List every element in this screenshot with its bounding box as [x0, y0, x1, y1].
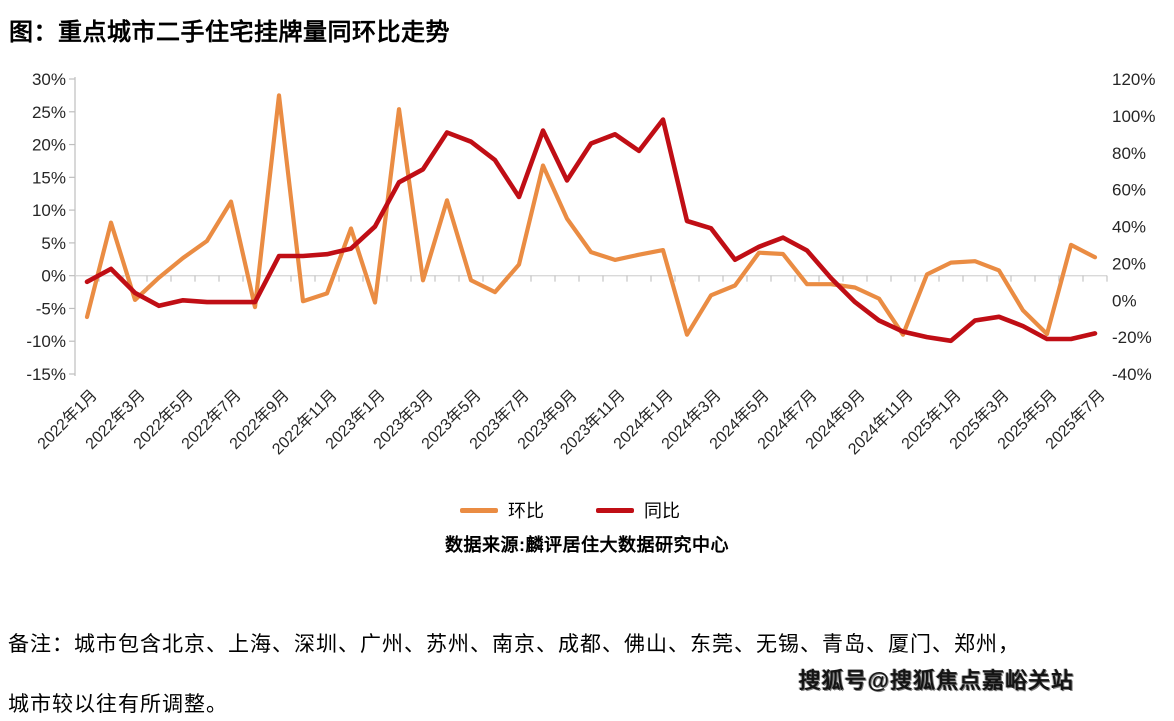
left-axis-label: -10%: [26, 332, 66, 351]
right-axis-label: -20%: [1112, 328, 1152, 347]
footnote-line-2: 城市较以往有所调整。: [8, 692, 228, 716]
mom-line-swatch-icon: [460, 507, 498, 513]
left-axis-label: 25%: [32, 103, 66, 122]
footnote-line-1: 备注：城市包含北京、上海、深圳、广州、苏州、南京、成都、佛山、东莞、无锡、青岛、…: [8, 632, 1020, 656]
data-source-caption: 数据来源:麟评居住大数据研究中心: [445, 535, 729, 555]
left-axis-label: 0%: [41, 267, 66, 286]
right-axis-label: -40%: [1112, 365, 1152, 384]
chart-legend: 环比 同比: [0, 497, 1140, 523]
chart-title: 图：重点城市二手住宅挂牌量同环比走势: [9, 19, 450, 46]
left-axis-label: 15%: [32, 168, 66, 187]
left-axis-label: -15%: [26, 365, 66, 384]
yoy-line-swatch-icon: [596, 507, 634, 513]
yoy-series-line: [84, 117, 1098, 344]
right-axis-label: 40%: [1112, 218, 1146, 237]
left-axis-label: -5%: [36, 299, 66, 318]
left-axis-label: 10%: [32, 201, 66, 220]
left-axis-label: 5%: [41, 234, 66, 253]
right-axis-label: 60%: [1112, 181, 1146, 200]
right-axis-label: 100%: [1112, 107, 1155, 126]
right-axis-label: 0%: [1112, 291, 1137, 310]
legend-label-yoy: 同比: [644, 501, 680, 521]
legend-item-yoy: 同比: [596, 497, 680, 523]
right-axis-label: 80%: [1112, 144, 1146, 163]
right-axis-label: 20%: [1112, 254, 1146, 273]
mom-series-line: [84, 93, 1098, 337]
left-axis-label: 20%: [32, 136, 66, 155]
legend-label-mom: 环比: [508, 501, 544, 521]
line-chart-canvas: 30% 25% 20% 15% 10% 5% 0% -5% -10% -15% 120% 100% 80…: [26, 70, 1155, 458]
legend-item-mom: 环比: [460, 497, 544, 523]
right-axis-label: 120%: [1112, 70, 1155, 89]
left-axis-label: 30%: [32, 70, 66, 89]
sohu-watermark: 搜狐号@搜狐焦点嘉峪关站: [798, 668, 1074, 693]
